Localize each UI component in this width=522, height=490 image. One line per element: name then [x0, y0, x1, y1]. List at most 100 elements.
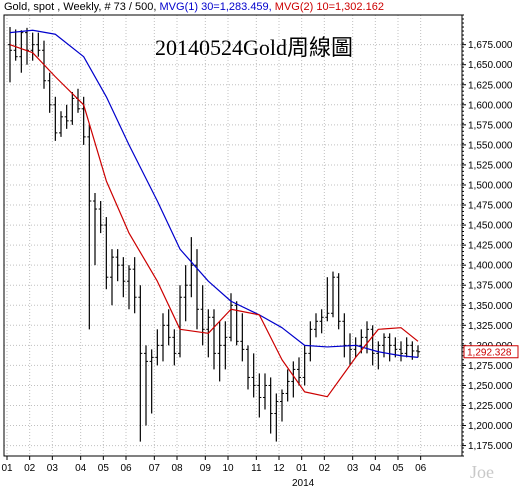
y-tick-label: 1,575.000: [468, 120, 513, 131]
y-axis-labels: 1,175.000 1,200.000 1,225.000 1,250.000 1,27…: [468, 40, 513, 452]
ohlc-bar: [280, 389, 284, 422]
mvg2-label: MVG(2) 10=1,302.162: [274, 1, 384, 13]
ohlc-bar: [234, 301, 239, 346]
x-tick-label: 09: [200, 463, 212, 474]
ohlc-bar: [59, 111, 63, 137]
ohlc-bar: [302, 345, 307, 386]
watermark: Joe: [470, 462, 494, 482]
ohlc-bar: [178, 285, 182, 358]
instrument-label: Gold, spot , Weekly, # 73 / 500,: [4, 1, 157, 13]
x-tick-label: 05: [392, 463, 404, 474]
ohlc-bar: [240, 313, 245, 362]
x-tick-label: 01: [296, 463, 308, 474]
y-tick-label: 1,250.000: [468, 381, 513, 392]
ohlc-bar: [70, 91, 75, 125]
x-tick-label: 03: [47, 463, 59, 474]
ohlc-bar: [195, 249, 199, 330]
mvg1-label: MVG(1) 30=1,283.459,: [159, 1, 272, 13]
ohlc-bar: [8, 27, 12, 83]
ohlc-bar: [325, 277, 330, 322]
ohlc-bar: [149, 349, 154, 414]
y-tick-label: 1,650.000: [468, 60, 513, 71]
grid: [4, 15, 462, 456]
ohlc-bar: [399, 341, 403, 362]
x-tick-label: 10: [222, 463, 234, 474]
y-tick-label: 1,200.000: [468, 421, 513, 432]
y-tick-label: 1,425.000: [468, 241, 513, 252]
y-tick-label: 1,500.000: [468, 180, 513, 191]
mvg2-line: [9, 44, 419, 398]
ohlc-bar: [19, 30, 24, 73]
mvg1-line: [9, 29, 419, 358]
ohlc-bar: [172, 329, 177, 366]
ohlc-bar: [376, 341, 381, 370]
y-tick-label: 1,175.000: [468, 441, 513, 452]
ohlc-bar: [257, 373, 262, 418]
ohlc-bar: [87, 124, 92, 330]
ohlc-bar: [47, 72, 52, 113]
x-tick-label: 05: [98, 463, 110, 474]
ohlc-bar: [104, 217, 109, 290]
ohlc-bar: [138, 285, 143, 442]
ohlc-bar: [285, 369, 290, 402]
ohlc-bar: [217, 321, 222, 382]
ohlc-bar: [251, 353, 256, 398]
ohlc-bar: [297, 357, 301, 386]
x-tick-label: 08: [171, 463, 183, 474]
ohlc-bar: [268, 377, 273, 434]
y-tick-label: 1,375.000: [468, 281, 513, 292]
ohlc-bar: [319, 309, 324, 334]
ohlc-bar: [144, 345, 148, 426]
ohlc-bar: [348, 333, 352, 366]
ohlc-bar: [308, 321, 313, 362]
ohlc-bar: [246, 345, 250, 390]
ohlc-bar: [416, 345, 420, 358]
ohlc-bar: [189, 237, 194, 298]
y-tick-label: 1,325.000: [468, 321, 513, 332]
last-price-box: [463, 345, 519, 359]
x-tick-label: 04: [370, 463, 382, 474]
ohlc-bar: [359, 329, 364, 354]
ohlc-bar: [393, 337, 398, 358]
y-tick-label: 1,225.000: [468, 401, 513, 412]
ohlc-bar: [336, 273, 341, 330]
ohlc-bar: [370, 325, 375, 366]
moving-average-lines: [9, 29, 419, 398]
ohlc-bar: [353, 337, 358, 358]
ohlc-bars: [8, 27, 420, 442]
y-tick-label: 1,350.000: [468, 301, 513, 312]
ohlc-bar: [36, 32, 41, 57]
ohlc-bar: [121, 257, 126, 298]
x-tick-label: 06: [415, 463, 427, 474]
ohlc-bar: [387, 333, 392, 362]
x-tick-label: 06: [120, 463, 132, 474]
ohlc-bar: [274, 393, 279, 442]
plot-frame: [3, 14, 463, 457]
last-price-marker: 1,292.328: [463, 345, 519, 359]
y-tick-label: 1,600.000: [468, 100, 513, 111]
x-tick-label: 12: [273, 463, 285, 474]
x-tick-label: 11: [251, 463, 262, 474]
ohlc-bar: [64, 104, 69, 129]
ohlc-bar: [263, 373, 267, 410]
x-tick-label: 04: [75, 463, 87, 474]
last-price-label: 1,292.328: [467, 347, 512, 358]
y-tick-label: 1,675.000: [468, 40, 513, 51]
ohlc-bar: [183, 265, 188, 322]
y-tick-label: 1,400.000: [468, 261, 513, 272]
ohlc-bar: [98, 201, 103, 234]
ohlc-bar: [342, 313, 347, 358]
y-tick-label: 1,275.000: [468, 361, 513, 372]
x-tick-label: 01: [1, 463, 13, 474]
x-tick-label: 03: [347, 463, 359, 474]
ohlc-bar: [212, 309, 216, 370]
ohlc-bar: [223, 321, 228, 370]
y-tick-label: 1,475.000: [468, 201, 513, 212]
y-tick-label: 1,525.000: [468, 160, 513, 171]
ohlc-bar: [166, 309, 171, 346]
x-axis-labels: 01 02 03 04 05 06 07 08 09 10 11 12 01 02 03 04 05 06: [1, 463, 426, 474]
x-tick-label: 02: [319, 463, 331, 474]
ohlc-bar: [161, 313, 165, 362]
year-label: 2014: [292, 478, 315, 489]
